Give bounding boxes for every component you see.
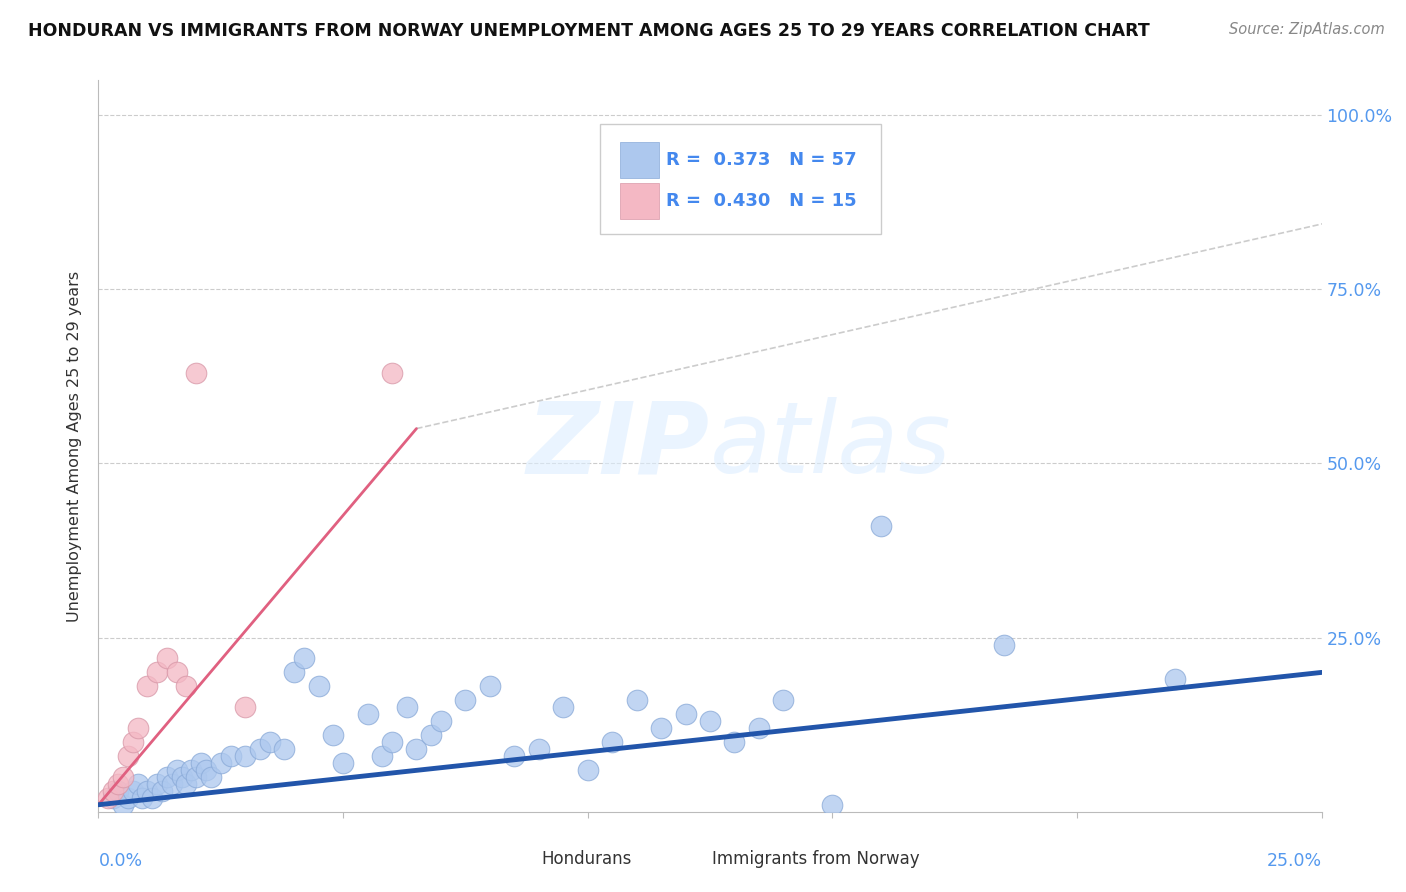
Text: R =  0.430   N = 15: R = 0.430 N = 15 — [666, 192, 856, 210]
Point — [136, 784, 159, 798]
Point — [356, 707, 378, 722]
Point — [107, 784, 129, 798]
Point — [381, 735, 404, 749]
FancyBboxPatch shape — [671, 843, 706, 875]
Point — [166, 665, 188, 680]
Point — [249, 742, 271, 756]
Point — [141, 790, 163, 805]
Point — [117, 790, 139, 805]
Point — [553, 700, 575, 714]
Point — [405, 742, 427, 756]
Point — [576, 763, 599, 777]
Point — [454, 693, 477, 707]
Point — [527, 742, 550, 756]
Point — [723, 735, 745, 749]
Point — [430, 714, 453, 728]
Point — [772, 693, 794, 707]
FancyBboxPatch shape — [600, 124, 882, 234]
Point — [626, 693, 648, 707]
Point — [503, 749, 526, 764]
Point — [870, 519, 893, 533]
Point — [233, 749, 256, 764]
Point — [308, 679, 330, 693]
Point — [332, 756, 354, 770]
Text: Source: ZipAtlas.com: Source: ZipAtlas.com — [1229, 22, 1385, 37]
Point — [283, 665, 305, 680]
Point — [200, 770, 222, 784]
Point — [117, 749, 139, 764]
Point — [195, 763, 218, 777]
Point — [101, 784, 124, 798]
Point — [675, 707, 697, 722]
Point — [176, 679, 198, 693]
Point — [111, 797, 134, 812]
Point — [150, 784, 173, 798]
Point — [160, 777, 183, 791]
Point — [101, 790, 124, 805]
Point — [166, 763, 188, 777]
Point — [322, 728, 344, 742]
Text: 25.0%: 25.0% — [1267, 852, 1322, 870]
Point — [146, 777, 169, 791]
Point — [993, 638, 1015, 652]
Point — [156, 770, 179, 784]
Point — [292, 651, 315, 665]
Point — [219, 749, 242, 764]
FancyBboxPatch shape — [620, 143, 658, 178]
Point — [176, 777, 198, 791]
Point — [131, 790, 153, 805]
Point — [395, 700, 418, 714]
Point — [420, 728, 443, 742]
Point — [97, 790, 120, 805]
Point — [273, 742, 295, 756]
Point — [821, 797, 844, 812]
Point — [180, 763, 202, 777]
Point — [136, 679, 159, 693]
Point — [650, 721, 672, 735]
Point — [121, 784, 143, 798]
Point — [111, 770, 134, 784]
Point — [209, 756, 232, 770]
Point — [156, 651, 179, 665]
Text: Hondurans: Hondurans — [541, 850, 631, 868]
Point — [186, 770, 208, 784]
FancyBboxPatch shape — [620, 184, 658, 219]
Point — [190, 756, 212, 770]
Point — [107, 777, 129, 791]
FancyBboxPatch shape — [499, 843, 536, 875]
Point — [233, 700, 256, 714]
Text: 0.0%: 0.0% — [98, 852, 142, 870]
Point — [121, 735, 143, 749]
Point — [127, 721, 149, 735]
Point — [381, 366, 404, 380]
Text: HONDURAN VS IMMIGRANTS FROM NORWAY UNEMPLOYMENT AMONG AGES 25 TO 29 YEARS CORREL: HONDURAN VS IMMIGRANTS FROM NORWAY UNEMP… — [28, 22, 1150, 40]
Text: R =  0.373   N = 57: R = 0.373 N = 57 — [666, 151, 856, 169]
Point — [478, 679, 501, 693]
Point — [127, 777, 149, 791]
Y-axis label: Unemployment Among Ages 25 to 29 years: Unemployment Among Ages 25 to 29 years — [67, 270, 83, 622]
Point — [699, 714, 721, 728]
Point — [371, 749, 394, 764]
Point — [600, 735, 623, 749]
Point — [186, 366, 208, 380]
Text: atlas: atlas — [710, 398, 952, 494]
Point — [1164, 673, 1187, 687]
Point — [146, 665, 169, 680]
Point — [259, 735, 281, 749]
Text: ZIP: ZIP — [527, 398, 710, 494]
Point — [170, 770, 193, 784]
Text: Immigrants from Norway: Immigrants from Norway — [713, 850, 920, 868]
Point — [748, 721, 770, 735]
